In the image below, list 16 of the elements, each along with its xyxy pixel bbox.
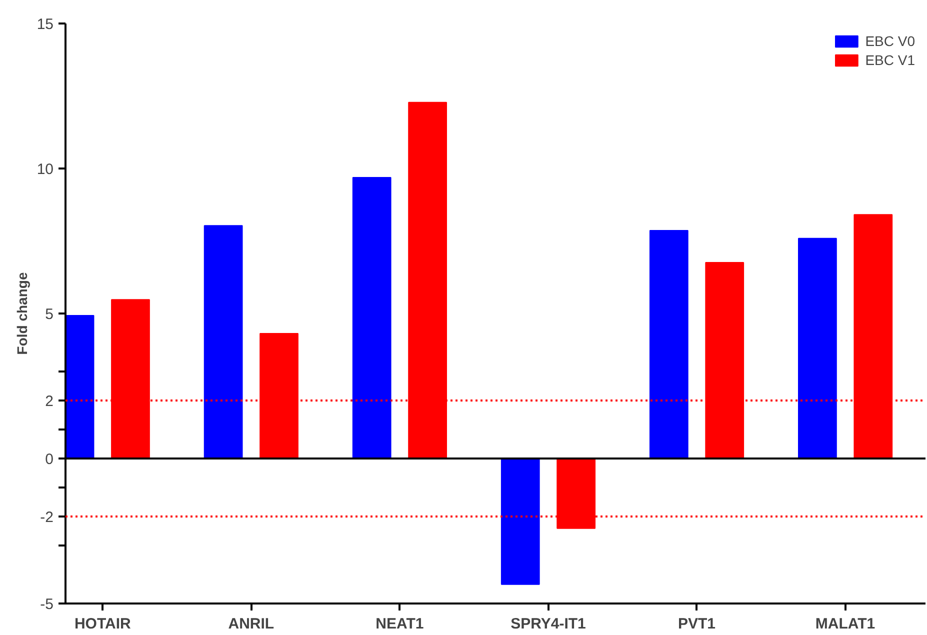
- x-tick-label: NEAT1: [376, 616, 424, 632]
- y-tick-label: 5: [45, 306, 54, 323]
- x-tick-label: MALAT1: [815, 616, 876, 632]
- legend-label: EBC V0: [865, 33, 915, 49]
- x-tick-label: HOTAIR: [74, 616, 131, 632]
- y-tick-label: -5: [40, 596, 54, 613]
- y-tick-label: 0: [45, 451, 54, 468]
- y-tick-label: 10: [36, 161, 54, 178]
- x-tick-label: ANRIL: [228, 616, 274, 632]
- y-axis-title: Fold change: [14, 272, 30, 355]
- y-tick-label: -2: [40, 509, 54, 526]
- y-tick-label: 2: [45, 393, 54, 410]
- legend-label: EBC V1: [865, 52, 915, 68]
- x-tick-label: SPRY4-IT1: [510, 616, 586, 632]
- x-tick-label: PVT1: [678, 616, 716, 632]
- y-tick-label: 15: [36, 16, 54, 33]
